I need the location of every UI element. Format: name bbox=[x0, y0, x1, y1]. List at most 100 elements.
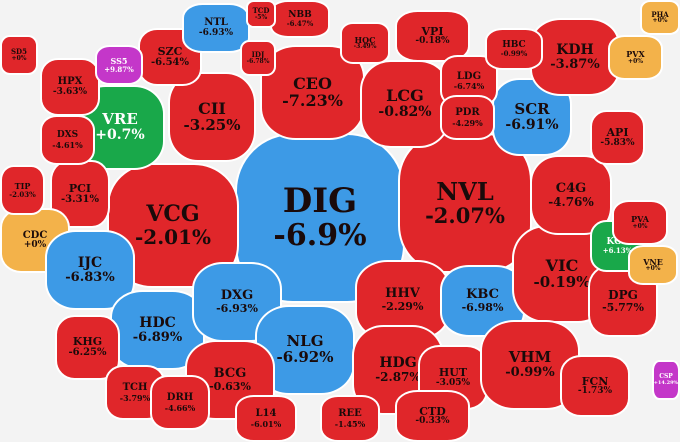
ticker-symbol: PVX bbox=[626, 49, 645, 60]
ticker-symbol: NVL bbox=[436, 177, 494, 207]
price-change: +0% bbox=[652, 17, 668, 25]
price-change: -4.66% bbox=[164, 402, 196, 413]
stock-tile-cii[interactable]: CII -3.25% bbox=[168, 72, 256, 162]
stock-tile-vpi[interactable]: VPI -0.18% bbox=[395, 10, 470, 62]
price-change: -5.77% bbox=[602, 300, 644, 314]
ticker-symbol: KBC bbox=[466, 287, 499, 303]
ticker-symbol: VIC bbox=[545, 255, 579, 275]
price-change: -3.49% bbox=[353, 43, 377, 51]
ticker-symbol: VCG bbox=[146, 201, 200, 228]
ticker-symbol: TIP bbox=[14, 181, 31, 192]
price-change: -6.74% bbox=[453, 81, 485, 92]
ticker-symbol: PVA bbox=[631, 214, 649, 225]
stock-tile-vne[interactable]: VNE +0% bbox=[628, 245, 678, 285]
price-change: -0.99% bbox=[505, 365, 555, 381]
price-change: -6.9% bbox=[273, 218, 367, 254]
ticker-symbol: LDG bbox=[456, 70, 482, 82]
stock-tile-csp[interactable]: CSP +14.29% bbox=[652, 360, 680, 400]
price-change: -4.76% bbox=[548, 194, 594, 209]
ticker-symbol: SS5 bbox=[110, 56, 128, 67]
ticker-symbol: LCG bbox=[386, 86, 424, 106]
stock-tile-fcn[interactable]: FCN -1.73% bbox=[560, 355, 630, 417]
ticker-symbol: HHV bbox=[385, 286, 420, 302]
stock-tile-hqc[interactable]: HQC -3.49% bbox=[340, 22, 390, 64]
price-change: -6.01% bbox=[250, 418, 282, 429]
price-change: -7.23% bbox=[282, 90, 343, 110]
ticker-symbol: CEO bbox=[293, 73, 332, 93]
stock-tile-sd5[interactable]: SD5 +0% bbox=[0, 35, 38, 75]
stock-tile-hbc[interactable]: HBC -0.99% bbox=[485, 28, 543, 70]
price-change: +6.13% bbox=[602, 246, 633, 256]
price-change: -5% bbox=[254, 13, 268, 21]
ticker-symbol: HBC bbox=[502, 39, 526, 50]
stock-tile-api[interactable]: API -5.83% bbox=[590, 110, 645, 165]
ticker-symbol: SD5 bbox=[11, 47, 27, 57]
ticker-symbol: PDR bbox=[455, 107, 480, 119]
price-change: +0% bbox=[11, 54, 27, 62]
ticker-symbol: CTD bbox=[419, 404, 446, 418]
stock-tile-drh[interactable]: DRH -4.66% bbox=[150, 375, 210, 430]
ticker-symbol: DXS bbox=[56, 130, 79, 141]
price-change: -2.01% bbox=[134, 224, 211, 249]
ticker-symbol: TCD bbox=[252, 6, 270, 16]
price-change: +14.29% bbox=[653, 379, 679, 386]
stock-tile-pva[interactable]: PVA +0% bbox=[612, 200, 668, 245]
stock-tile-nbb[interactable]: NBB -6.47% bbox=[270, 0, 330, 38]
stock-tile-idj[interactable]: IDJ -6.78% bbox=[240, 40, 276, 76]
stock-tile-hpx[interactable]: HPX -3.63% bbox=[40, 58, 100, 116]
price-change: -2.07% bbox=[425, 202, 505, 228]
stock-tile-ree[interactable]: REE -1.45% bbox=[320, 395, 380, 442]
ticker-symbol: BCG bbox=[213, 366, 247, 382]
ticker-symbol: C4G bbox=[555, 180, 587, 196]
ticker-symbol: DXG bbox=[220, 288, 254, 304]
price-change: -6.89% bbox=[132, 329, 183, 345]
stock-tile-pha[interactable]: PHA +0% bbox=[640, 0, 680, 35]
price-change: -6.25% bbox=[68, 347, 107, 359]
price-change: -6.98% bbox=[461, 301, 504, 315]
price-change: -3.05% bbox=[435, 377, 471, 388]
price-change: -6.47% bbox=[286, 19, 314, 29]
ticker-symbol: CII bbox=[198, 98, 226, 118]
stock-tile-pdr[interactable]: PDR -4.29% bbox=[440, 95, 495, 140]
stock-tile-dxs[interactable]: DXS -4.61% bbox=[40, 115, 95, 165]
ticker-symbol: TCH bbox=[122, 382, 148, 394]
stock-tile-l14[interactable]: L14 -6.01% bbox=[235, 395, 297, 442]
ticker-symbol: SZC bbox=[157, 44, 183, 58]
price-change: -0.18% bbox=[415, 36, 450, 47]
stock-tile-ctd[interactable]: CTD -0.33% bbox=[395, 390, 470, 442]
stock-tile-tcd[interactable]: TCD -5% bbox=[246, 0, 276, 28]
price-change: -0.19% bbox=[533, 272, 591, 291]
stock-tile-khg[interactable]: KHG -6.25% bbox=[55, 315, 120, 380]
price-change: -1.45% bbox=[334, 418, 366, 429]
stock-tile-tip[interactable]: TIP -2.03% bbox=[0, 165, 45, 215]
price-change: -2.29% bbox=[381, 300, 424, 314]
ticker-symbol: KHG bbox=[72, 335, 103, 349]
price-change: -6.91% bbox=[505, 116, 559, 133]
ticker-symbol: NBB bbox=[288, 9, 312, 20]
ticker-symbol: FCN bbox=[581, 374, 609, 388]
stock-tile-ss5[interactable]: SS5 +9.87% bbox=[95, 45, 143, 85]
stock-tile-pvx[interactable]: PVX +0% bbox=[608, 35, 663, 80]
price-change: -3.87% bbox=[550, 56, 600, 72]
price-change: -0.99% bbox=[500, 49, 528, 59]
price-change: -6.93% bbox=[198, 27, 234, 38]
ticker-symbol: HPX bbox=[57, 76, 83, 88]
ticker-symbol: VRE bbox=[102, 110, 138, 129]
price-change: -1.73% bbox=[577, 386, 613, 397]
price-change: +0% bbox=[632, 222, 648, 230]
price-change: -3.79% bbox=[119, 392, 151, 403]
ticker-symbol: DPG bbox=[608, 287, 638, 302]
price-change: -3.63% bbox=[52, 86, 88, 97]
stock-tile-lcg[interactable]: LCG -0.82% bbox=[360, 60, 450, 148]
price-change: +0% bbox=[23, 240, 47, 251]
stock-tile-ntl[interactable]: NTL -6.93% bbox=[182, 3, 250, 53]
price-change: -0.33% bbox=[415, 416, 450, 427]
price-change: +0.7% bbox=[95, 127, 145, 144]
ticker-symbol: CSP bbox=[659, 373, 673, 381]
ticker-symbol: PHA bbox=[651, 9, 669, 19]
stock-tile-c4g[interactable]: C4G -4.76% bbox=[530, 155, 612, 235]
price-change: -2.03% bbox=[9, 189, 36, 199]
price-change: -3.25% bbox=[183, 115, 241, 134]
stock-tile-kdh[interactable]: KDH -3.87% bbox=[530, 18, 620, 96]
price-change: -0.82% bbox=[378, 104, 432, 121]
